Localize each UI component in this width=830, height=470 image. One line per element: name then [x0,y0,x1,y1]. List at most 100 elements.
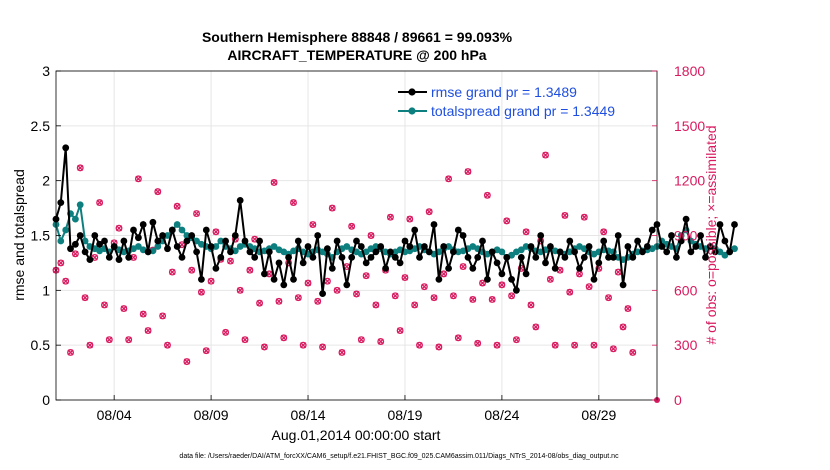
rmse-point [571,248,578,256]
obs-possible-marker [96,199,104,207]
y-left-tick-label: 1.5 [31,228,51,244]
rmse-point [576,265,583,272]
obs-possible-marker [105,336,113,344]
rmse-point [629,254,637,261]
rmse-point [673,254,680,261]
rmse-point [144,248,152,256]
rmse-point [706,243,714,250]
obs-assimilated-marker [493,342,501,349]
obs-count-point [260,343,268,351]
obs-possible-marker [372,301,380,309]
obs-count-point [585,283,593,291]
obs-count-point [474,339,482,347]
obs-possible-marker [590,341,598,349]
obs-assimilated-marker [600,228,607,235]
rmse-point [726,248,734,256]
obs-count-point [105,336,113,344]
obs-assimilated-marker [140,311,147,318]
rmse-point [227,248,234,256]
rmse-point [663,248,671,256]
obs-possible-marker [435,343,443,351]
rmse-point [488,248,496,256]
rmse-point [236,197,244,204]
obs-possible-marker [605,294,612,302]
obs-count-point [323,277,331,285]
rmse-point [566,237,574,245]
y-left-tick-label: 2 [42,173,50,189]
obs-possible-marker [183,358,191,366]
obs-count-point [435,343,443,351]
obs-assimilated-marker [203,347,210,354]
obs-count-point [362,272,370,280]
rmse-point [357,243,365,250]
obs-possible-marker [619,323,627,331]
obs-count-point [590,341,598,349]
obs-possible-marker [600,228,608,236]
obs-possible-marker [275,297,283,305]
obs-count-point [522,228,530,236]
rmse-point [498,270,506,278]
obs-count-point [144,327,152,334]
obs-assimilated-marker [115,225,123,232]
obs-count-point [304,279,312,287]
obs-count-point [328,204,336,212]
spread-point [517,246,525,254]
obs-count-point [227,257,234,265]
rmse-point [333,237,341,245]
rmse-point [648,226,656,234]
y-right-tick-label: 1500 [674,118,705,134]
obs-possible-marker [280,334,288,342]
obs-possible-marker [449,292,457,300]
obs-possible-marker [512,336,520,344]
legend-spread-marker [408,107,416,115]
obs-assimilated-marker [455,334,462,341]
obs-possible-marker [299,341,307,349]
obs-possible-marker [546,275,554,283]
obs-assimilated-marker [309,221,316,228]
rmse-point [241,237,249,245]
y-right-tick-label: 900 [674,228,698,244]
obs-count-point [498,281,506,289]
spread-point [343,243,351,250]
obs-count-point [134,175,142,183]
obs-count-point [406,215,414,223]
rmse-point [430,221,438,228]
rmse-point [343,281,351,289]
rmse-point [580,254,588,261]
obs-count-point [493,341,501,349]
obs-possible-marker [338,349,346,356]
rmse-point [391,254,399,261]
y-left-tick-label: 2.5 [31,118,51,134]
obs-possible-marker [386,213,394,221]
obs-assimilated-marker [145,327,152,334]
obs-count-point [440,270,448,278]
spread-point [445,243,452,250]
obs-assimilated-marker [353,290,360,298]
obs-count-point [561,211,569,219]
chart-title-line2: AIRCRAFT_TEMPERATURE @ 200 hPa [227,47,486,63]
spread-point [716,248,724,256]
rmse-point [459,232,467,239]
rmse-point [537,232,545,239]
spread-point [193,237,201,245]
rmse-series [52,144,738,297]
rmse-point [677,237,685,245]
obs-possible-marker [508,292,516,300]
obs-count-point [469,296,477,303]
rmse-point [561,254,569,261]
rmse-point [639,248,646,256]
obs-count-point [551,341,559,349]
obs-count-point [629,349,637,356]
x-tick-label: 08/04 [97,407,132,423]
rmse-point [76,232,84,239]
obs-assimilated-marker [130,254,137,261]
obs-assimilated-marker [319,343,326,351]
obs-possible-marker [57,259,65,267]
rmse-point [469,265,477,272]
obs-count-point [600,228,608,236]
rmse-point [362,259,370,267]
obs-assimilated-marker [426,208,433,215]
obs-assimilated-marker [387,214,394,221]
rmse-point [634,237,641,245]
y-axis-right: 0 300 600 900 1200 1500 1800 [652,63,705,408]
